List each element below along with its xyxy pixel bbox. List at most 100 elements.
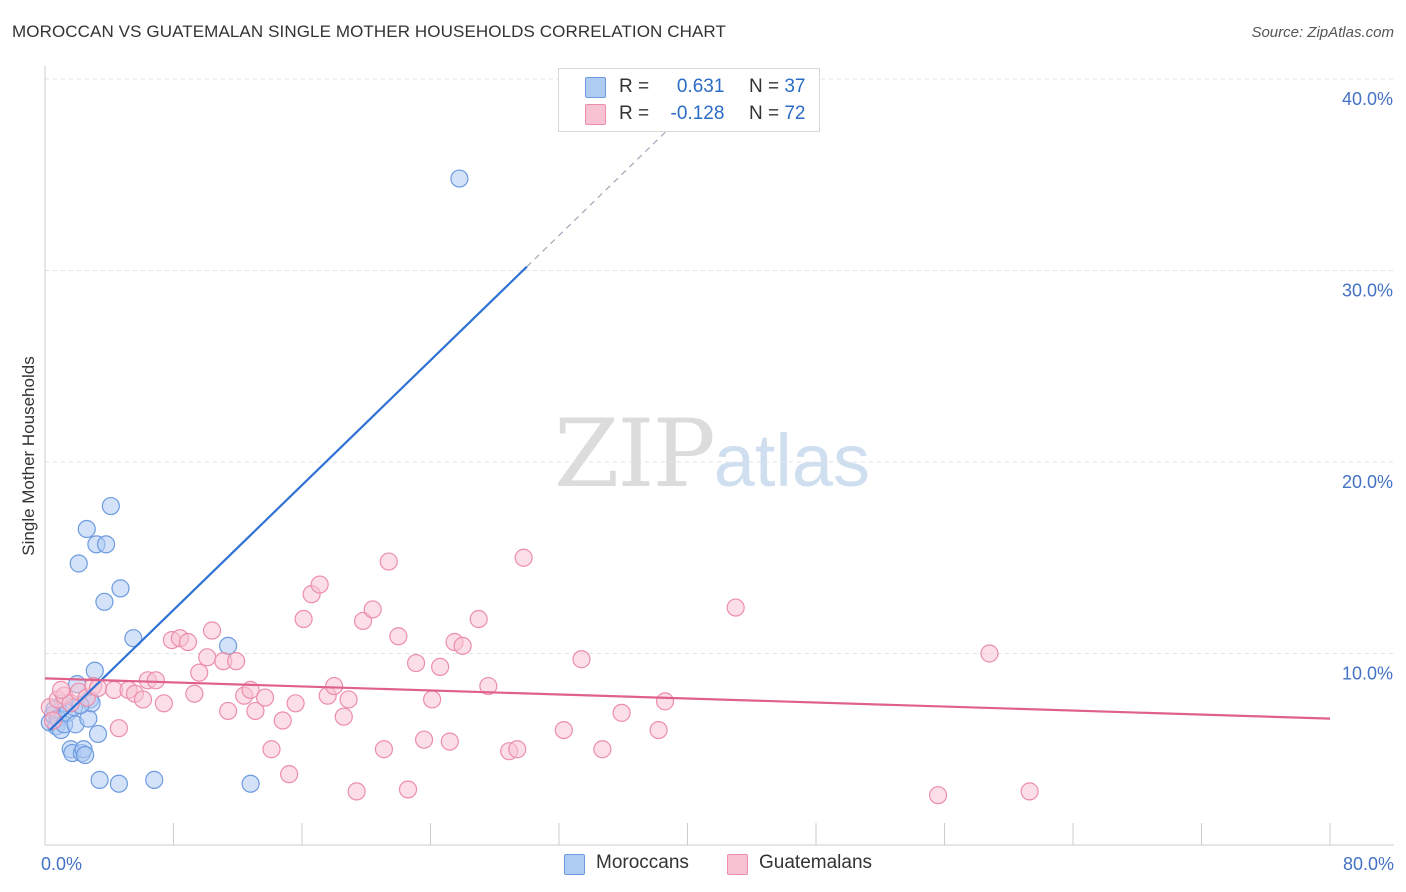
point-guatemalans [273, 711, 292, 730]
labels-layer: 10.0% 20.0% 30.0% 40.0% 0.0% 80.0% Single Moth… [19, 89, 1394, 874]
legend-r-label: R = [619, 76, 650, 97]
point-moroccans [85, 661, 104, 680]
point-guatemalans [334, 707, 353, 726]
point-moroccans [109, 774, 128, 793]
series-legend: Moroccans Guatemalans [0, 852, 1406, 878]
legend-n-label: N = [748, 103, 780, 124]
point-guatemalans [379, 552, 398, 571]
point-guatemalans [339, 690, 358, 709]
point-guatemalans [514, 548, 533, 567]
point-guatemalans [928, 786, 948, 805]
point-guatemalans [612, 703, 631, 722]
point-guatemalans [219, 701, 238, 721]
point-guatemalans [310, 575, 329, 594]
point-guatemalans [655, 692, 675, 711]
point-guatemalans [286, 694, 305, 713]
point-guatemalans [190, 663, 209, 682]
chart-source: Source: ZipAtlas.com [1251, 24, 1394, 41]
point-moroccans [124, 629, 143, 648]
point-guatemalans [146, 671, 165, 690]
point-guatemalans [325, 676, 344, 696]
point-moroccans [241, 774, 260, 793]
point-guatemalans [453, 636, 472, 655]
point-guatemalans [726, 598, 745, 617]
point-guatemalans [469, 609, 488, 629]
points-layer [40, 169, 1039, 805]
point-guatemalans [280, 765, 299, 784]
series-legend-swatch-guatemalans [727, 854, 748, 875]
point-moroccans [96, 535, 116, 554]
point-moroccans [450, 169, 469, 188]
point-guatemalans [202, 621, 222, 640]
point-guatemalans [980, 644, 999, 663]
chart-title: MOROCCAN VS GUATEMALAN SINGLE MOTHER HOU… [12, 22, 726, 41]
y-tick-label: 20.0% [1342, 472, 1393, 492]
point-guatemalans [593, 740, 612, 759]
point-guatemalans [51, 680, 71, 699]
series-legend-swatch-moroccans [564, 854, 585, 875]
point-guatemalans [133, 690, 153, 709]
legend-r-value: -0.128 [670, 103, 725, 124]
legend-n-label: N = [748, 76, 780, 97]
point-guatemalans [227, 652, 246, 671]
point-guatemalans [185, 684, 204, 703]
point-moroccans [95, 592, 114, 611]
point-guatemalans [440, 732, 459, 751]
point-guatemalans [109, 719, 128, 738]
point-guatemalans [43, 711, 63, 730]
point-guatemalans [649, 720, 668, 740]
y-tick-label: 10.0% [1342, 664, 1393, 684]
series-legend-label-guatemalans: Guatemalans [759, 852, 873, 873]
point-guatemalans [398, 780, 418, 799]
x-tick-label: 0.0% [41, 854, 82, 874]
point-guatemalans [406, 653, 426, 673]
point-guatemalans [554, 720, 573, 740]
point-guatemalans [374, 740, 394, 759]
legend-n-value: 72 [784, 103, 806, 124]
point-moroccans [90, 770, 109, 789]
y-tick-label: 30.0% [1342, 281, 1393, 301]
point-moroccans [77, 519, 96, 539]
watermark-zip: ZIP [554, 400, 716, 509]
point-guatemalans [1020, 782, 1039, 801]
axis-layer [44, 66, 1394, 846]
point-guatemalans [389, 627, 408, 646]
point-moroccans [145, 770, 164, 789]
point-guatemalans [255, 688, 275, 707]
legend-n-value: 37 [784, 76, 806, 97]
point-moroccans [111, 579, 130, 598]
point-guatemalans [154, 694, 173, 713]
correlation-legend: R = 0.631 N = 37 R = -0.128 N = 72 [558, 68, 820, 132]
legend-r-label: R = [619, 103, 650, 124]
trendline-moroccans [49, 265, 528, 731]
point-guatemalans [262, 740, 281, 759]
watermark: ZIPatlas [554, 400, 870, 509]
point-moroccans [76, 745, 95, 765]
point-guatemalans [246, 701, 265, 721]
trend-layer [44, 102, 1331, 731]
point-moroccans [101, 496, 120, 516]
series-legend-label-moroccans: Moroccans [596, 852, 689, 873]
point-guatemalans [198, 648, 217, 667]
trendline-guatemalans [44, 677, 1331, 720]
watermark-atlas: atlas [713, 419, 871, 502]
point-guatemalans [508, 740, 527, 759]
point-guatemalans [423, 690, 442, 709]
point-guatemalans [294, 609, 313, 629]
point-guatemalans [431, 657, 450, 677]
point-guatemalans [414, 730, 434, 749]
point-guatemalans [347, 782, 366, 801]
point-guatemalans [178, 632, 198, 652]
point-moroccans [88, 724, 108, 744]
point-guatemalans [572, 650, 591, 669]
point-moroccans [219, 636, 238, 655]
point-guatemalans [363, 600, 382, 619]
grid-layer [45, 78, 1394, 654]
point-moroccans [69, 554, 88, 573]
y-axis-title: Single Mother Households [19, 356, 38, 555]
legend-r-value: 0.631 [676, 76, 725, 97]
legend-swatch-moroccans [585, 77, 606, 98]
x-tick-label: 80.0% [1343, 854, 1394, 874]
y-tick-label: 40.0% [1342, 89, 1393, 109]
